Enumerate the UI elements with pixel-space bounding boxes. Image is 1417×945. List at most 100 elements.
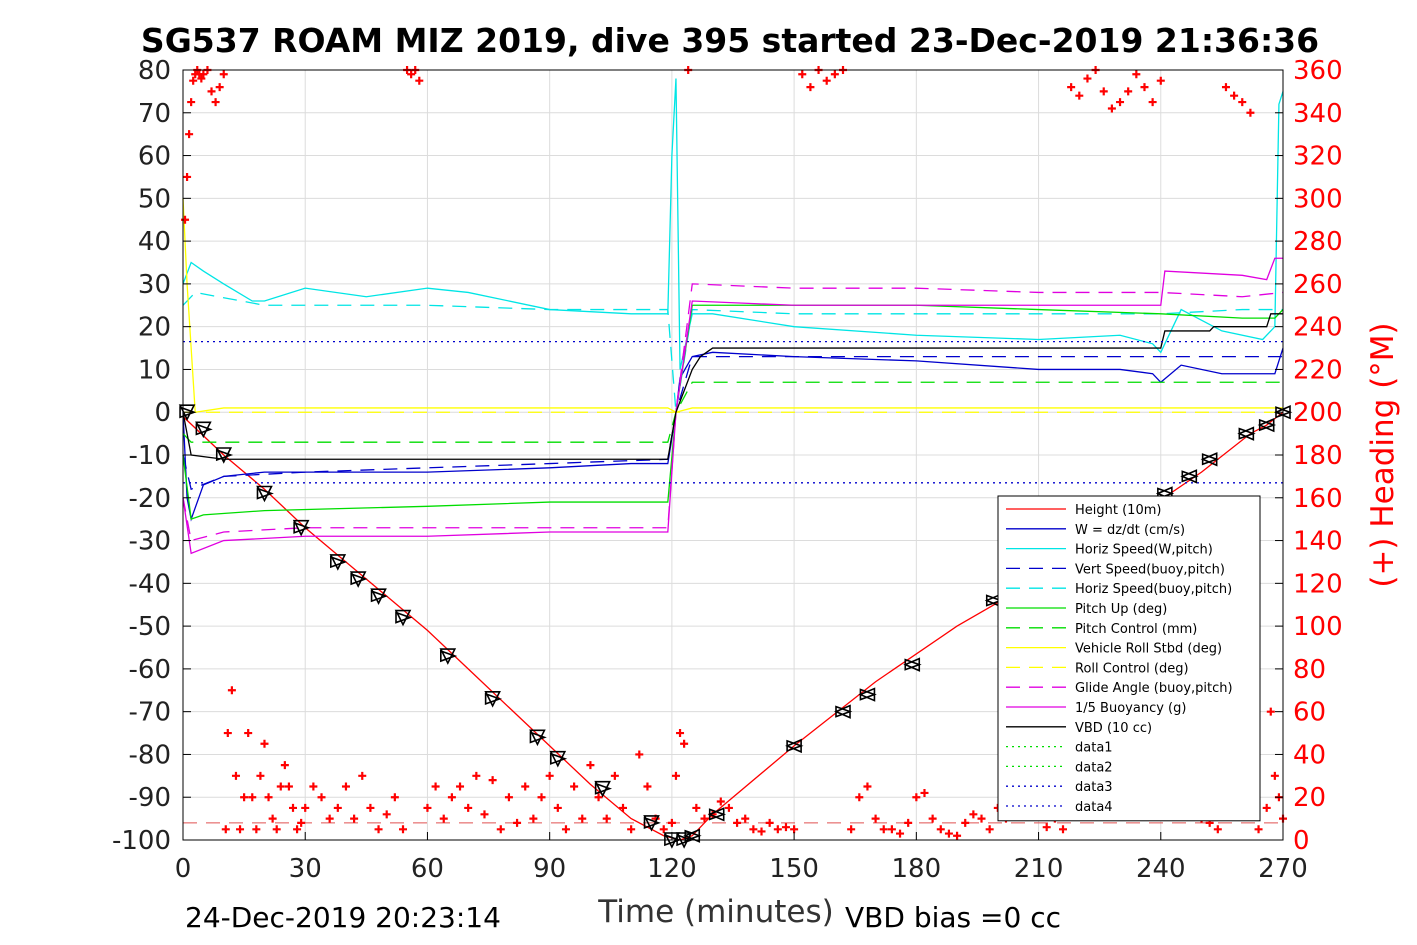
heading-point — [297, 818, 306, 827]
heading-point — [1140, 83, 1149, 92]
heading-point — [197, 74, 206, 83]
x-tick-label: 90 — [533, 854, 566, 884]
heading-point — [333, 803, 342, 812]
y2-tick-label: 200 — [1293, 398, 1343, 428]
x-axis-label: Time (minutes) — [597, 894, 833, 930]
climb-marker — [683, 828, 702, 843]
y2-tick-label: 140 — [1293, 527, 1343, 557]
y2-tick-label: 360 — [1293, 56, 1343, 86]
heading-point — [1067, 83, 1076, 92]
x-tick-label: 30 — [289, 854, 322, 884]
y-tick-label: -90 — [129, 783, 171, 813]
heading-point — [219, 70, 228, 79]
climb-marker — [1200, 452, 1220, 467]
heading-point — [610, 771, 619, 780]
heading-point — [781, 823, 790, 832]
heading-point — [280, 761, 289, 770]
y2-tick-label: 40 — [1293, 740, 1326, 770]
heading-point — [350, 814, 359, 823]
heading-point — [215, 83, 224, 92]
heading-point — [635, 750, 644, 759]
heading-point — [1075, 91, 1084, 100]
y2-tick-label: 180 — [1293, 441, 1343, 471]
heading-point — [561, 825, 570, 834]
heading-point — [667, 818, 676, 827]
legend-entry: Pitch Up (deg) — [1075, 602, 1167, 617]
heading-point — [272, 825, 281, 834]
heading-point — [183, 172, 192, 181]
dive-marker — [215, 447, 234, 464]
heading-point — [680, 739, 689, 748]
heading-point — [798, 70, 807, 79]
heading-point — [985, 825, 994, 834]
heading-point — [765, 818, 774, 827]
legend-entry: Vert Speed(buoy,pitch) — [1075, 562, 1225, 577]
heading-point — [1266, 707, 1275, 716]
x-tick-label: 120 — [647, 854, 697, 884]
heading-point — [928, 814, 937, 823]
heading-point — [289, 803, 297, 812]
y2-axis-ticks: 0 20 40 60 80 100 120 140 160 180 200 220 240 260 280 3… — [1275, 56, 1343, 856]
heading-point — [724, 803, 733, 812]
heading-point — [488, 776, 497, 785]
y-tick-label: -70 — [129, 698, 171, 728]
dive-marker — [529, 729, 547, 747]
vbd-bias-label: VBD bias =0 cc — [845, 901, 1061, 934]
legend: Height (10m) W = dz/dt (cm/s) Horiz Speed(… — [997, 495, 1261, 822]
heading-point — [1132, 70, 1141, 79]
heading-point — [227, 686, 236, 695]
heading-point — [1254, 825, 1263, 834]
y-tick-label: 60 — [138, 142, 171, 172]
heading-point — [207, 87, 216, 96]
x-axis-ticks: 0 30 60 90 120 150 180 210 240 270 — [175, 832, 1308, 884]
x-tick-label: 0 — [175, 854, 192, 884]
y2-tick-label: 160 — [1293, 484, 1343, 514]
series-line-9 — [182, 283, 1284, 542]
heading-point — [244, 729, 253, 738]
x-tick-label: 180 — [892, 854, 942, 884]
series-line-10 — [182, 257, 1283, 555]
heading-point — [189, 76, 198, 85]
heading-point — [1059, 825, 1067, 834]
heading-point — [806, 83, 815, 92]
heading-point — [382, 810, 391, 819]
heading-point — [822, 76, 831, 85]
heading-point — [570, 782, 579, 791]
heading-point — [1262, 803, 1271, 812]
heading-point — [1124, 87, 1133, 96]
y2-tick-label: 120 — [1293, 569, 1343, 599]
heading-point — [223, 729, 232, 738]
legend-entry: data4 — [1075, 800, 1113, 815]
series-line-3 — [182, 355, 1283, 491]
heading-point — [1116, 98, 1125, 107]
heading-point — [671, 771, 680, 780]
heading-point — [537, 793, 546, 802]
y2-tick-label: 240 — [1293, 313, 1343, 343]
heading-point — [1270, 771, 1279, 780]
y2-tick-label: 300 — [1293, 184, 1343, 214]
heading-point — [181, 215, 190, 224]
y2-tick-label: 220 — [1293, 355, 1343, 385]
heading-point — [390, 793, 399, 802]
y-tick-label: 30 — [138, 270, 171, 300]
heading-point — [944, 829, 953, 838]
legend-entry: Height (10m) — [1075, 503, 1161, 518]
heading-point — [1083, 74, 1092, 83]
heading-point — [847, 825, 856, 834]
y-tick-label: -50 — [129, 612, 171, 642]
heading-point — [676, 729, 685, 738]
heading-point — [211, 98, 220, 107]
y2-tick-label: 280 — [1293, 227, 1343, 257]
heading-point — [521, 782, 530, 791]
heading-point — [496, 825, 505, 834]
heading-point — [586, 761, 595, 770]
dive-marker — [549, 750, 568, 768]
heading-point — [513, 818, 522, 827]
heading-point — [199, 70, 208, 79]
heading-point — [480, 810, 489, 819]
heading-point — [733, 818, 742, 827]
y2-tick-label: 320 — [1293, 142, 1343, 172]
dive-marker — [484, 691, 503, 708]
legend-entry: data2 — [1075, 760, 1113, 775]
